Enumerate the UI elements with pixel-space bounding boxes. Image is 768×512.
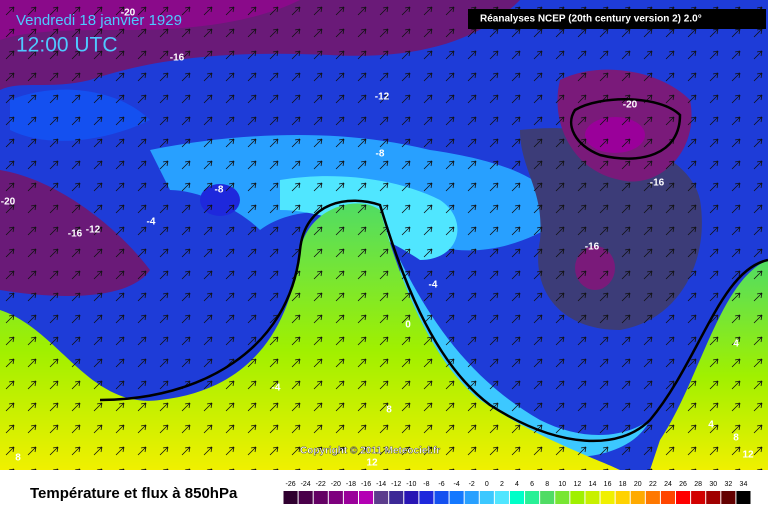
contour-labels: -20-16-12-8-20-16-12-4-8-16-16-40-481244…: [1, 8, 754, 469]
colorbar-cell: [479, 491, 494, 504]
colorbar-label: -12: [391, 481, 401, 488]
colorbar-cell: [494, 491, 509, 504]
colorbar-cell: [660, 491, 676, 504]
colorbar-cell: [298, 491, 313, 504]
contour-label: 8: [386, 405, 392, 416]
colorbar-label: 16: [604, 481, 612, 488]
colorbar-label: 14: [589, 481, 597, 488]
contour-label: -4: [429, 280, 438, 291]
colorbar: -26 -24 -22 -20 -18 -16 -14 -12 -10 -8 -6 -4 -2 0 2 4 6 8…: [283, 481, 751, 504]
colorbar-label: 4: [515, 481, 519, 488]
source-box: [468, 9, 766, 29]
colorbar-cell: [389, 491, 404, 504]
colorbar-cell: [630, 491, 645, 504]
contour-label: 8: [733, 433, 739, 444]
colorbar-cell: [283, 491, 298, 504]
contour-label: 4: [708, 420, 714, 431]
colorbar-label: 12: [573, 481, 581, 488]
colorbar-cell: [555, 491, 570, 504]
contour-label: -20: [623, 100, 638, 111]
colorbar-cell: [645, 491, 660, 504]
colorbar-label: 26: [679, 481, 687, 488]
colorbar-label: 10: [558, 481, 566, 488]
contour-label: -4: [272, 383, 281, 394]
colorbar-label: -18: [346, 481, 356, 488]
wind-arrows: [0, 0, 768, 470]
colorbar-label: -16: [361, 481, 371, 488]
colorbar-label: 20: [634, 481, 642, 488]
colorbar-cell: [736, 491, 751, 504]
colorbar-label: 2: [500, 481, 504, 488]
time: 12:00 UTC: [16, 34, 118, 57]
colorbar-label: 34: [740, 481, 748, 488]
colorbar-label: -8: [423, 481, 429, 488]
source: Réanalyses NCEP (20th century version 2)…: [480, 14, 702, 25]
colorbar-cell: [313, 491, 328, 504]
colorbar-label: 24: [664, 481, 672, 488]
colorbar-label: 30: [709, 481, 717, 488]
colorbar-label: 6: [530, 481, 534, 488]
contour-label: -20: [1, 197, 16, 208]
colorbar-label: 8: [545, 481, 549, 488]
colorbar-label: 28: [694, 481, 702, 488]
colorbar-cell: [600, 491, 615, 504]
contour-label: 8: [15, 453, 21, 464]
colorbar-cell: [615, 491, 630, 504]
contour-label: -12: [375, 92, 390, 103]
colorbar-label: 22: [649, 481, 657, 488]
colorbar-cell: [585, 491, 600, 504]
colorbar-label: -2: [469, 481, 475, 488]
contour-label: -12: [86, 225, 101, 236]
colorbar-cell: [525, 491, 540, 504]
colorbar-cell: [509, 491, 525, 504]
colorbar-cell: [676, 491, 691, 504]
date: Vendredi 18 janvier 1929: [16, 12, 182, 29]
colorbar-label: 0: [485, 481, 489, 488]
contour-label: -8: [215, 185, 224, 196]
contour-label: 0: [405, 320, 411, 331]
colorbar-label: -26: [285, 481, 295, 488]
colorbar-label: 18: [619, 481, 627, 488]
colorbar-label: -10: [406, 481, 416, 488]
colorbar-cell: [374, 491, 389, 504]
colorbar-cell: [434, 491, 449, 504]
colorbar-cell: [343, 491, 358, 504]
contour-label: -20: [121, 8, 136, 19]
colorbar-label: 32: [724, 481, 732, 488]
colorbar-cell: [404, 491, 419, 504]
contour-label: -4: [147, 217, 156, 228]
colorbar-label: -24: [301, 481, 311, 488]
map: [0, 0, 768, 470]
colorbar-cell: [570, 491, 585, 504]
contour-label: -16: [68, 229, 83, 240]
footer-title: Température et flux à 850hPa: [30, 485, 238, 502]
contour-label: 12: [366, 458, 378, 469]
colorbar-label: -4: [453, 481, 459, 488]
zero-isotherm: [99, 199, 768, 443]
colorbar-cell: [419, 491, 434, 504]
colorbar-cell: [706, 491, 721, 504]
contour-label: 12: [742, 450, 754, 461]
colorbar-cell: [358, 491, 374, 504]
colorbar-cell: [721, 491, 736, 504]
colorbar-label: -6: [438, 481, 444, 488]
contour-label: 4: [733, 339, 739, 350]
contour-label: -16: [170, 53, 185, 64]
colorbar-cell: [691, 491, 706, 504]
colorbar-label: -20: [331, 481, 341, 488]
colorbar-label: -22: [316, 481, 326, 488]
contour-label: -16: [585, 242, 600, 253]
colorbar-cell: [540, 491, 555, 504]
colorbar-cell: [464, 491, 479, 504]
copyright: Copyright © 2011 Meteociel.fr: [300, 446, 440, 457]
contour-label: -16: [650, 178, 665, 189]
isotherm: [569, 98, 682, 160]
colorbar-label: -14: [376, 481, 386, 488]
contour-label: -8: [376, 149, 385, 160]
colorbar-cell: [328, 491, 343, 504]
colorbar-cell: [449, 491, 464, 504]
